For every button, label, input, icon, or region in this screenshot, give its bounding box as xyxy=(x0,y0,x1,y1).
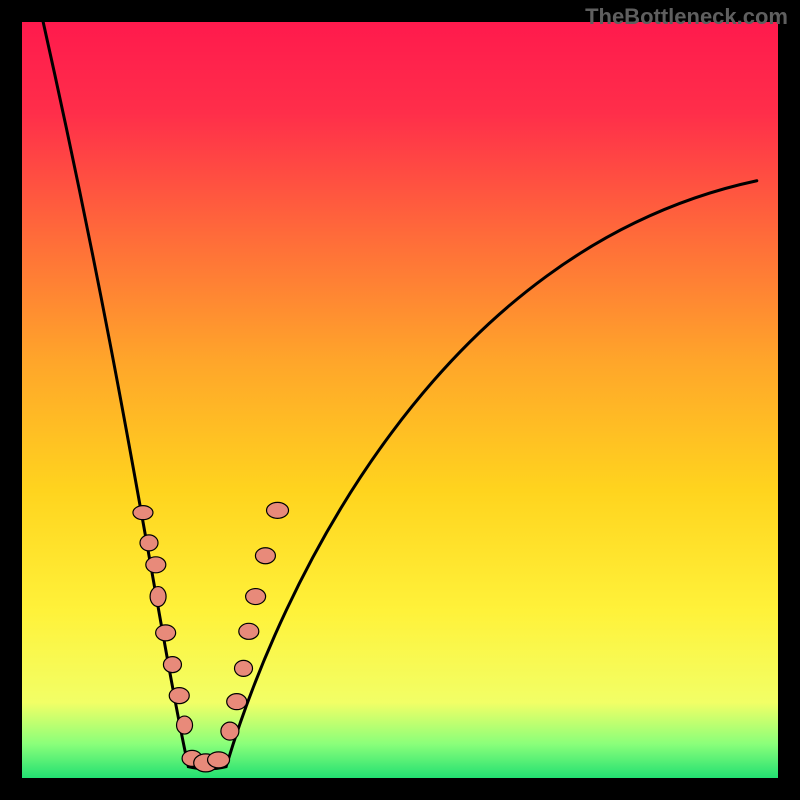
chart-svg xyxy=(0,0,800,800)
marker-point xyxy=(177,716,193,734)
marker-point xyxy=(156,625,176,641)
marker-point xyxy=(255,548,275,564)
marker-point xyxy=(235,660,253,676)
marker-point xyxy=(227,694,247,710)
marker-point xyxy=(267,502,289,518)
marker-point xyxy=(133,506,153,520)
chart-frame: TheBottleneck.com xyxy=(0,0,800,800)
marker-point xyxy=(239,623,259,639)
plot-background xyxy=(22,22,778,778)
watermark-text: TheBottleneck.com xyxy=(585,4,788,30)
marker-point xyxy=(169,688,189,704)
marker-point xyxy=(208,752,230,768)
marker-point xyxy=(246,589,266,605)
marker-point xyxy=(146,557,166,573)
marker-point xyxy=(150,587,166,607)
marker-point xyxy=(140,535,158,551)
marker-point xyxy=(221,722,239,740)
marker-point xyxy=(163,657,181,673)
